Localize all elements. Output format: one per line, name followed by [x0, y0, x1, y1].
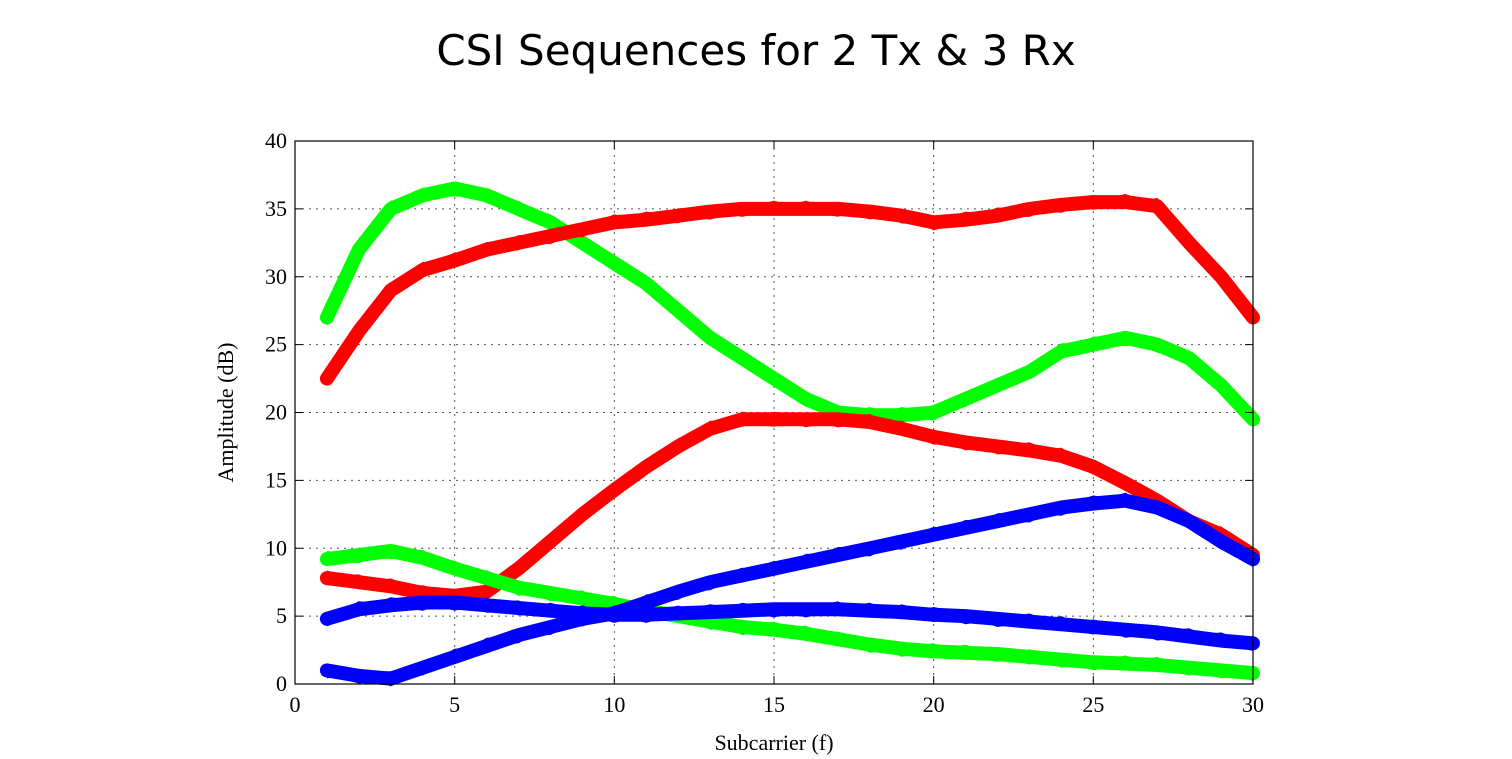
x-tick-label: 20	[923, 692, 945, 717]
series-line	[319, 195, 1260, 386]
series-strand	[326, 198, 1254, 372]
series-strand	[326, 545, 1254, 681]
x-tick-label: 0	[290, 692, 301, 717]
series-strand	[326, 411, 1254, 604]
series-group	[319, 595, 1260, 651]
y-tick-label: 5	[276, 603, 287, 628]
y-tick-label: 25	[265, 332, 287, 357]
y-tick-label: 0	[276, 671, 287, 696]
y-tick-label: 20	[265, 400, 287, 425]
series-strand	[326, 194, 1254, 378]
y-tick-label: 35	[265, 196, 287, 221]
y-axis-label: Amplitude (dB)	[213, 343, 238, 483]
series-strand	[326, 194, 1254, 382]
series-group	[319, 411, 1260, 604]
series-strand	[326, 497, 1254, 676]
series-strand	[326, 194, 1254, 386]
series-group	[319, 181, 1260, 427]
y-tick-label: 15	[265, 467, 287, 492]
series-strand	[326, 596, 1254, 646]
x-tick-label: 15	[763, 692, 785, 717]
series-strand	[326, 597, 1254, 646]
series-strand	[326, 551, 1254, 679]
x-axis-label: Subcarrier (f)	[714, 730, 833, 755]
series-layer	[319, 181, 1260, 687]
series-strand	[326, 548, 1254, 676]
series-strand	[326, 185, 1254, 421]
y-tick-label: 10	[265, 535, 287, 560]
series-strand	[326, 184, 1254, 426]
x-tick-label: 25	[1082, 692, 1104, 717]
series-strand	[326, 492, 1254, 684]
series-strand	[326, 412, 1254, 600]
series-line	[319, 544, 1260, 681]
series-strand	[326, 549, 1254, 679]
tick-layer: 0 5 10 15 20 25 30 0 5 10 15 20 25 30 35 40	[265, 128, 1264, 717]
y-tick-label: 40	[265, 128, 287, 153]
x-tick-label: 10	[603, 692, 625, 717]
series-group	[319, 544, 1260, 681]
series-strand	[326, 190, 1254, 424]
slide-title: CSI Sequences for 2 Tx & 3 Rx	[436, 26, 1076, 75]
x-tick-label: 30	[1242, 692, 1264, 717]
series-line	[319, 493, 1260, 686]
y-tick-label: 30	[265, 264, 287, 289]
series-group	[319, 194, 1260, 386]
series-group	[319, 492, 1260, 687]
x-tick-label: 5	[449, 692, 460, 717]
series-line	[319, 181, 1260, 427]
series-strand	[326, 596, 1254, 649]
